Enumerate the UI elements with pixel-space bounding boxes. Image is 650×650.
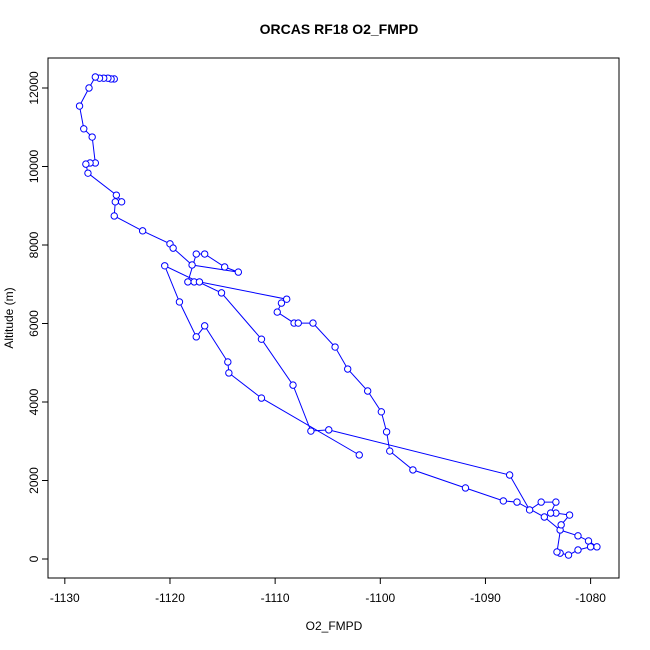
data-point <box>386 447 394 455</box>
data-point <box>234 268 243 276</box>
data-point <box>409 466 417 474</box>
data-point <box>224 358 232 366</box>
data-point <box>84 169 92 177</box>
x-tick-label: -1080 <box>575 591 606 605</box>
data-point <box>513 498 521 506</box>
data-point <box>161 262 169 270</box>
data-point <box>117 198 126 206</box>
chart-title: ORCAS RF18 O2_FMPD <box>260 21 419 37</box>
data-point <box>574 532 582 540</box>
data-point <box>184 278 192 286</box>
x-tick-label: -1090 <box>470 591 501 605</box>
data-point <box>273 308 281 316</box>
data-point <box>175 298 184 306</box>
data-point <box>257 394 266 402</box>
y-tick-label: 8000 <box>27 231 41 258</box>
y-tick-label: 4000 <box>27 388 41 415</box>
data-point <box>80 125 88 133</box>
data-point <box>111 198 120 206</box>
data-point <box>309 319 317 327</box>
data-point <box>593 543 601 551</box>
data-point <box>307 427 315 435</box>
x-axis-label: O2_FMPD <box>306 619 363 633</box>
data-point <box>289 381 297 389</box>
data-point <box>220 263 229 271</box>
data-point <box>553 548 561 556</box>
data-point <box>355 451 363 459</box>
data-point <box>85 84 93 92</box>
data-point <box>537 498 545 506</box>
x-tick-label: -1100 <box>365 591 395 605</box>
data-point <box>343 365 352 373</box>
data-point <box>75 102 84 110</box>
data-point <box>91 73 100 81</box>
data-point <box>82 160 90 168</box>
x-tick-label: -1130 <box>50 591 80 605</box>
data-point <box>505 471 514 479</box>
data-point <box>461 484 470 492</box>
data-point <box>574 546 582 554</box>
data-point <box>546 509 555 517</box>
y-tick-label: 0 <box>27 555 41 562</box>
data-point <box>217 289 226 297</box>
data-point <box>200 250 209 258</box>
data-point <box>586 543 595 551</box>
data-point <box>110 212 118 220</box>
data-point <box>325 426 333 434</box>
data-point <box>192 333 200 341</box>
data-point <box>565 511 574 519</box>
data-point <box>552 498 560 506</box>
y-tick-label: 2000 <box>27 467 41 494</box>
data-point <box>169 244 177 252</box>
data-point <box>564 551 573 559</box>
data-point <box>225 369 233 377</box>
data-point <box>257 335 266 343</box>
data-point <box>331 343 339 351</box>
data-point <box>499 497 508 505</box>
data-point <box>283 295 291 303</box>
data-point <box>188 261 196 269</box>
data-point <box>557 521 565 529</box>
data-point <box>138 227 147 235</box>
data-point <box>192 250 200 258</box>
data-point <box>195 278 204 286</box>
data-point <box>112 191 121 199</box>
data-point <box>294 319 302 327</box>
data-point <box>88 133 96 141</box>
x-tick-label: -1110 <box>261 591 290 605</box>
data-point <box>377 408 386 416</box>
y-tick-label: 10000 <box>27 149 41 183</box>
data-point <box>363 387 372 395</box>
data-point <box>277 299 286 307</box>
data-point <box>540 513 549 521</box>
data-point <box>382 428 391 436</box>
y-tick-label: 12000 <box>27 71 41 105</box>
data-line <box>78 76 599 556</box>
data-point <box>525 506 534 514</box>
data-point <box>200 322 209 330</box>
y-axis-label: Altitude (m) <box>2 287 16 348</box>
x-tick-label: -1120 <box>155 591 185 605</box>
y-tick-label: 6000 <box>27 310 41 337</box>
